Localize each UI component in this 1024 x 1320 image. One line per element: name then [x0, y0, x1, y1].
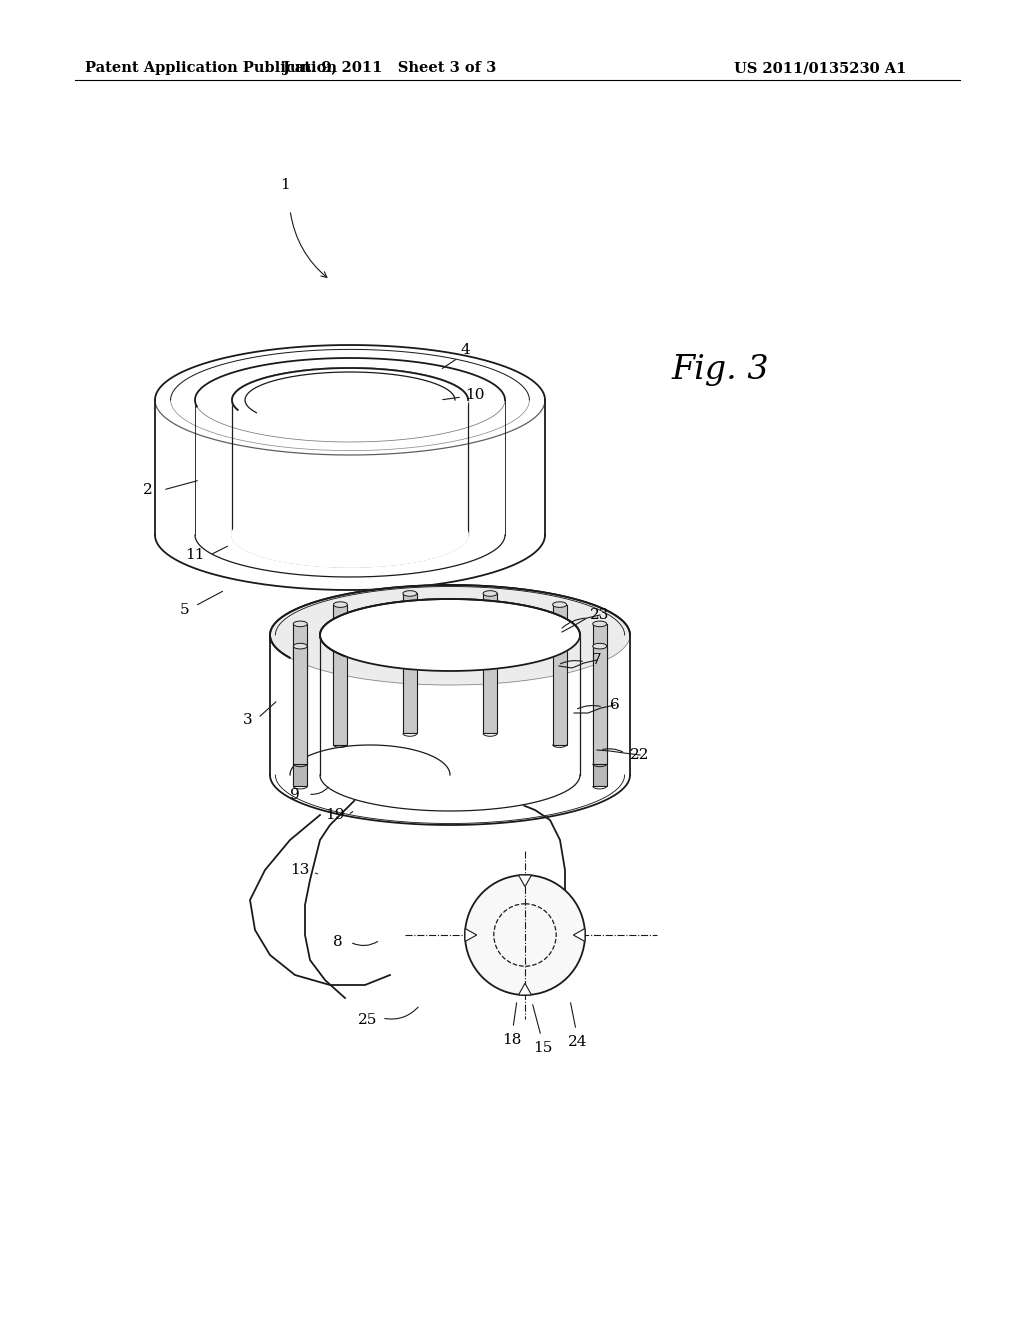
Bar [293, 624, 307, 764]
Polygon shape [518, 875, 531, 887]
Text: Patent Application Publication: Patent Application Publication [85, 61, 337, 75]
Circle shape [465, 875, 585, 995]
Bar [593, 624, 606, 764]
Text: 7: 7 [592, 653, 602, 667]
Text: 8: 8 [333, 935, 343, 949]
Text: 25: 25 [358, 1012, 378, 1027]
Text: 18: 18 [503, 1034, 521, 1047]
Bar [553, 605, 566, 744]
Text: 24: 24 [568, 1035, 588, 1049]
Text: US 2011/0135230 A1: US 2011/0135230 A1 [734, 61, 906, 75]
Ellipse shape [553, 602, 566, 607]
Bar [483, 594, 497, 734]
Text: 10: 10 [465, 388, 484, 403]
Bar [402, 594, 417, 734]
Text: 19: 19 [326, 808, 345, 822]
Polygon shape [232, 368, 468, 432]
Ellipse shape [483, 590, 497, 597]
Polygon shape [321, 739, 580, 810]
Text: 15: 15 [534, 1041, 553, 1055]
Text: 6: 6 [610, 698, 620, 711]
Text: 22: 22 [630, 748, 650, 762]
Polygon shape [232, 503, 468, 568]
Text: 5: 5 [180, 603, 189, 616]
Ellipse shape [593, 643, 606, 649]
Polygon shape [232, 368, 468, 432]
Bar [293, 645, 307, 787]
Polygon shape [321, 599, 580, 671]
Text: Fig. 3: Fig. 3 [671, 354, 769, 385]
Polygon shape [573, 928, 585, 941]
Ellipse shape [402, 590, 417, 597]
Polygon shape [518, 983, 531, 995]
Ellipse shape [593, 622, 606, 627]
Bar [593, 645, 606, 787]
Text: 13: 13 [291, 863, 309, 876]
Bar [334, 605, 347, 744]
Text: 23: 23 [590, 609, 609, 622]
Text: 4: 4 [460, 343, 470, 356]
Text: 11: 11 [185, 548, 205, 562]
Ellipse shape [293, 643, 307, 649]
Text: 3: 3 [243, 713, 253, 727]
Text: 9: 9 [290, 788, 300, 803]
Text: 2: 2 [143, 483, 153, 498]
Polygon shape [465, 928, 477, 941]
Text: 1: 1 [281, 178, 290, 191]
Polygon shape [321, 599, 580, 671]
Ellipse shape [334, 602, 347, 607]
Polygon shape [270, 585, 630, 685]
Ellipse shape [293, 622, 307, 627]
Text: Jun. 9, 2011   Sheet 3 of 3: Jun. 9, 2011 Sheet 3 of 3 [284, 61, 497, 75]
Polygon shape [232, 503, 468, 568]
